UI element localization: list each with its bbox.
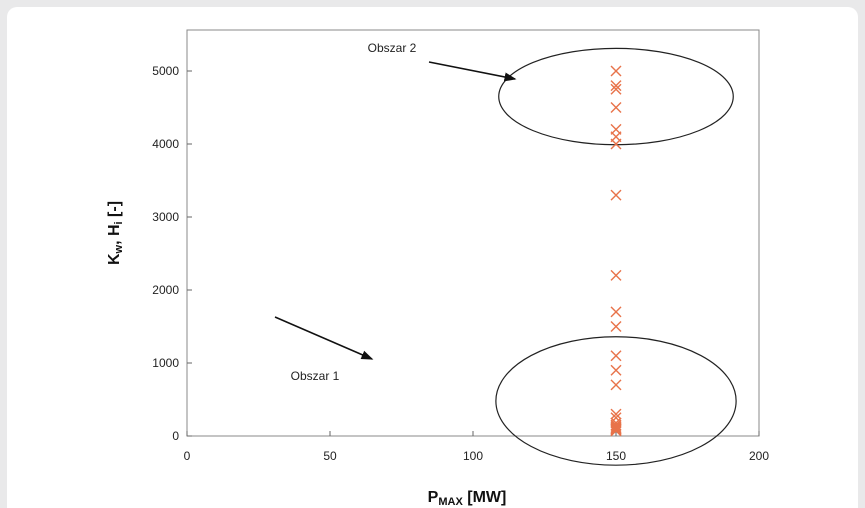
data-point — [610, 364, 622, 376]
data-point — [610, 83, 622, 95]
data-point — [610, 306, 622, 318]
y-tick-label: 3000 — [152, 210, 179, 224]
annotation-arrow — [428, 61, 517, 82]
annotation-label: Obszar 2 — [368, 41, 417, 55]
y-tick-label: 0 — [172, 429, 179, 443]
data-point — [610, 425, 622, 437]
data-point — [610, 65, 622, 77]
y-tick-label: 4000 — [152, 137, 179, 151]
x-tick-label: 0 — [184, 449, 191, 463]
y-tick-label: 1000 — [152, 356, 179, 370]
x-tick-label: 200 — [749, 449, 769, 463]
x-tick-label: 50 — [323, 449, 337, 463]
y-axis-title: Kw, Hi [-] — [106, 201, 125, 265]
plot-area — [186, 29, 760, 437]
data-point — [610, 102, 622, 113]
x-axis-title: PMAX [MW] — [428, 489, 507, 508]
x-tick-label: 150 — [606, 449, 626, 463]
chart-card: 0 1000 2000 3000 4000 5000 0 50 100 150 200 Obsza… — [7, 7, 858, 508]
data-point — [610, 408, 622, 420]
data-point — [610, 138, 622, 150]
data-point — [610, 421, 622, 433]
data-point — [610, 189, 622, 201]
y-tick-label: 2000 — [152, 283, 179, 297]
annotation-arrow — [274, 316, 374, 360]
y-tick-label: 5000 — [152, 64, 179, 78]
data-point — [610, 379, 622, 391]
data-point — [610, 350, 622, 362]
data-point — [610, 80, 622, 92]
data-point — [610, 269, 622, 281]
region-ellipse — [495, 336, 737, 466]
x-tick-label: 100 — [463, 449, 483, 463]
data-point — [610, 321, 622, 332]
scatter-chart: 0 1000 2000 3000 4000 5000 0 50 100 150 200 Obsza… — [106, 29, 769, 508]
annotation-label: Obszar 1 — [291, 369, 340, 383]
